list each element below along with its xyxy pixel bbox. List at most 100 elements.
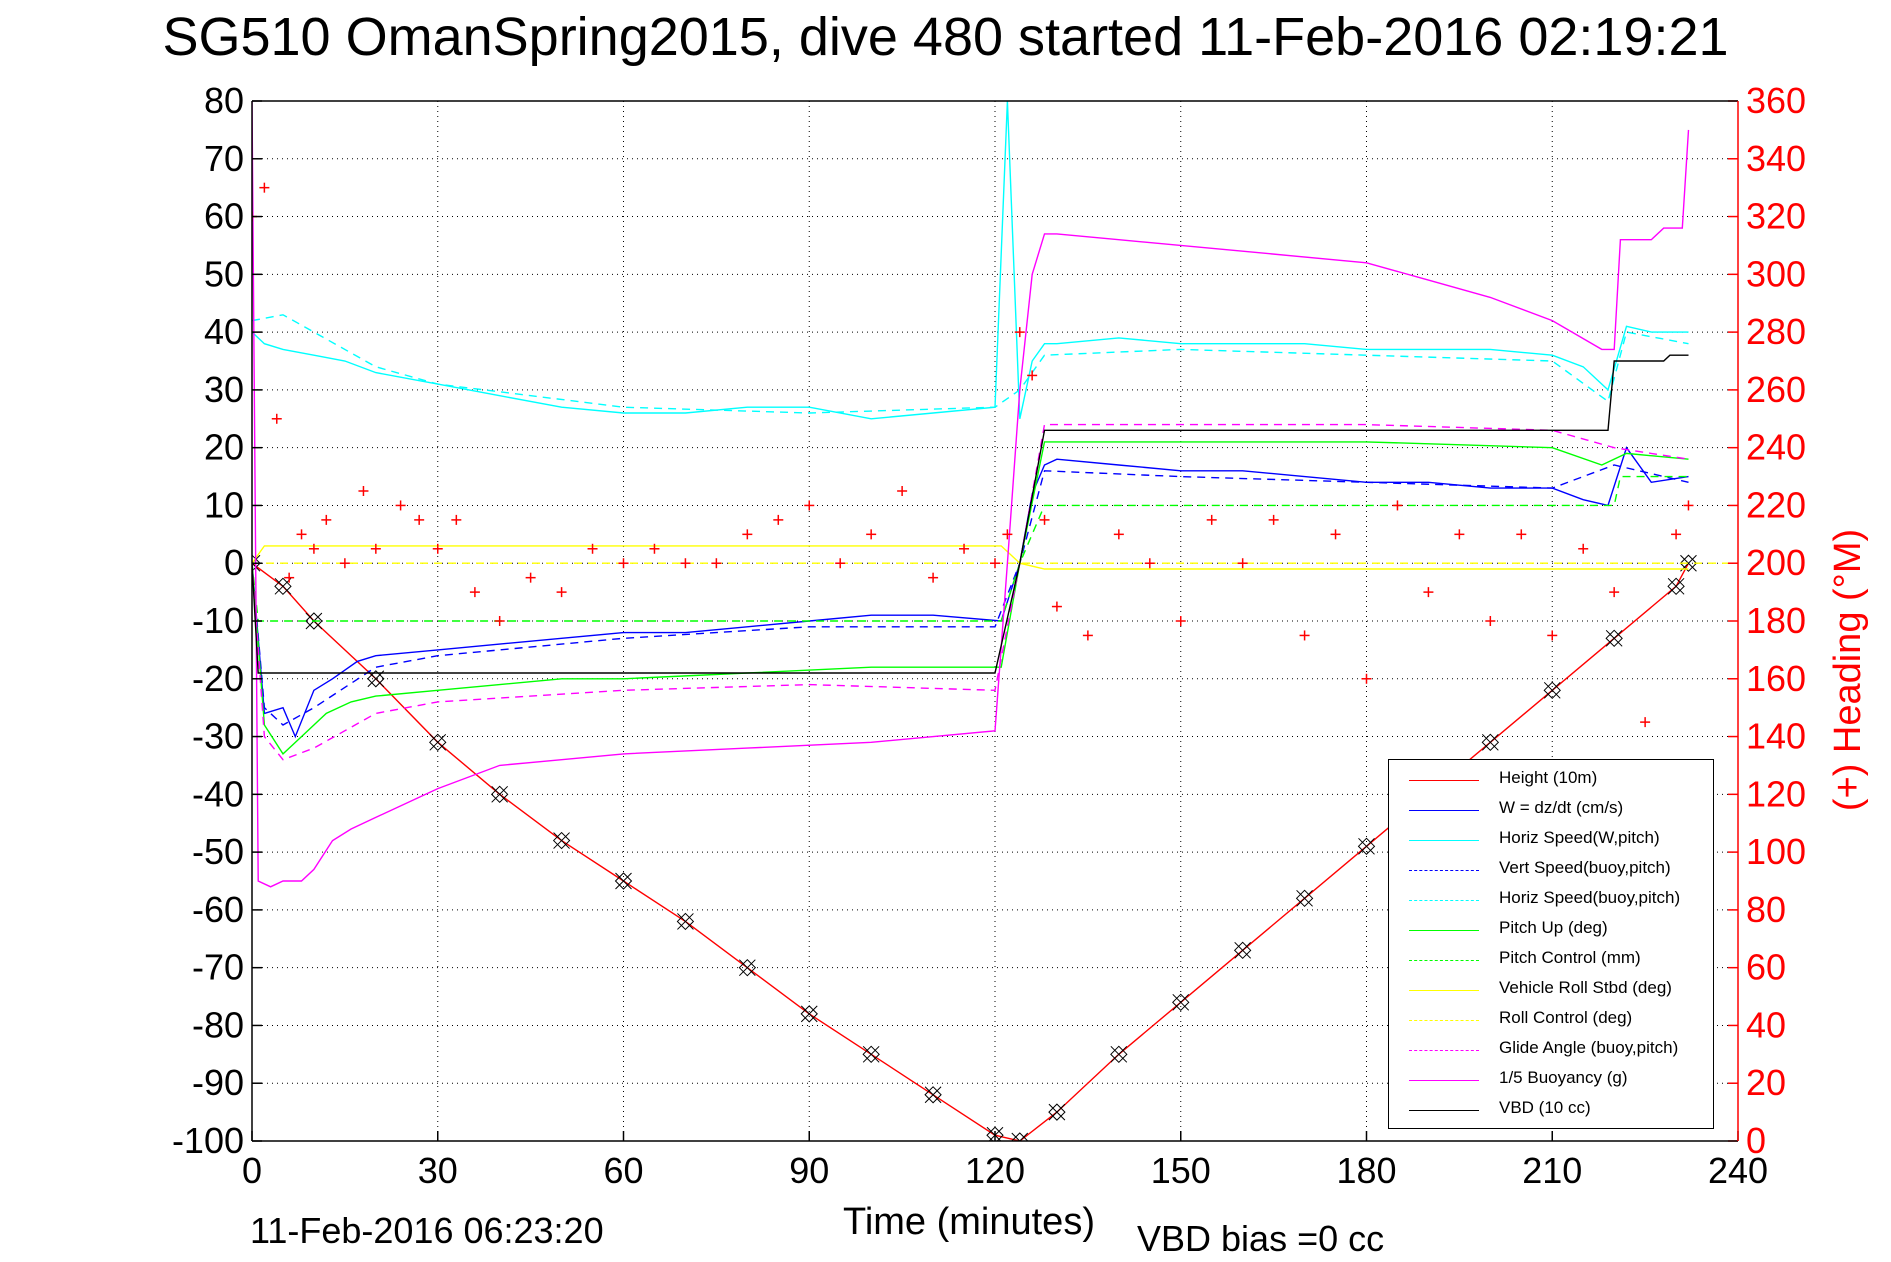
legend-item: Roll Control (deg): [1389, 1006, 1713, 1034]
heading-point: [308, 543, 319, 554]
legend-swatch: [1409, 1050, 1479, 1051]
heading-point: [1609, 587, 1620, 598]
heading-point: [1330, 529, 1341, 540]
y-right-tick-label: 360: [1746, 80, 1806, 121]
series-lines: [252, 101, 1738, 1141]
y-left-tick-label: -20: [192, 658, 244, 699]
y-right-tick-label: 340: [1746, 138, 1806, 179]
legend-item: Pitch Control (mm): [1389, 946, 1713, 974]
heading-point: [395, 500, 406, 511]
y-right-tick-label: 240: [1746, 427, 1806, 468]
legend-label: Vert Speed(buoy,pitch): [1499, 858, 1671, 877]
heading-point: [1051, 601, 1062, 612]
legend-label: Roll Control (deg): [1499, 1008, 1633, 1027]
legend-swatch: [1409, 780, 1479, 781]
y-left-tick-label: 0: [224, 542, 244, 583]
y-right-tick-label: 320: [1746, 196, 1806, 237]
x-tick-label: 180: [1336, 1150, 1396, 1191]
height-marker: [614, 872, 633, 890]
x-tick-label: 120: [965, 1150, 1025, 1191]
y-left-tick-label: 40: [204, 311, 244, 352]
y-right-tick-label: 20: [1746, 1062, 1786, 1103]
legend-item: 1/5 Buoyancy (g): [1389, 1066, 1713, 1094]
heading-point: [1113, 529, 1124, 540]
heading-point: [835, 558, 846, 569]
legend-swatch: [1409, 990, 1479, 991]
heading-point: [469, 587, 480, 598]
y-left-tick-label: 10: [204, 484, 244, 525]
heading-point: [1144, 558, 1155, 569]
heading-point: [1640, 717, 1651, 728]
height-marker: [1357, 837, 1376, 856]
heading-point: [1299, 630, 1310, 641]
legend-swatch: [1409, 810, 1479, 811]
legend-label: Vehicle Roll Stbd (deg): [1499, 978, 1672, 997]
heading-point: [1082, 630, 1093, 641]
legend-label: Pitch Control (mm): [1499, 948, 1641, 967]
height-marker: [1605, 629, 1623, 648]
heading-point: [1002, 529, 1013, 540]
heading-point: [959, 543, 970, 554]
heading-point: [680, 558, 691, 569]
y-left-tick-label: 60: [204, 196, 244, 237]
right-axis-label: (+) Heading (°M): [1827, 529, 1869, 811]
heading-point: [339, 558, 350, 569]
heading-point: [742, 529, 753, 540]
series-line-5: [252, 441, 1689, 755]
heading-point: [358, 486, 369, 496]
y-left-tick-label: -90: [192, 1062, 244, 1103]
legend-item: Glide Angle (buoy,pitch): [1389, 1036, 1713, 1064]
legend-item: Height (10m): [1389, 766, 1713, 794]
legend-swatch: [1409, 840, 1479, 841]
height-marker: [1011, 1132, 1029, 1141]
end-timestamp: 11-Feb-2016 06:23:20: [250, 1210, 604, 1251]
legend-swatch: [1409, 870, 1479, 871]
y-right-tick-label: 120: [1746, 773, 1806, 814]
legend-label: 1/5 Buoyancy (g): [1499, 1068, 1628, 1087]
y-right-tick-label: 260: [1746, 369, 1806, 410]
y-right-tick-label: 60: [1746, 947, 1786, 988]
chart-title: SG510 OmanSpring2015, dive 480 started 1…: [162, 7, 1729, 67]
height-marker: [924, 1086, 942, 1104]
heading-point: [296, 529, 307, 540]
x-tick-label: 240: [1708, 1150, 1768, 1191]
y-left-tick-label: 70: [204, 138, 244, 179]
height-marker: [1295, 889, 1314, 908]
y-right-tick-label: 200: [1746, 542, 1806, 583]
y-left-tick-label: -80: [192, 1004, 244, 1045]
series-line-4: [252, 314, 1689, 414]
height-marker: [1172, 993, 1190, 1012]
heading-point: [928, 572, 939, 583]
y-left-tick-label: -40: [192, 773, 244, 814]
legend: Height (10m) W = dz/dt (cm/s) Horiz Speed(…: [1388, 759, 1714, 1129]
series-group: [252, 101, 1738, 1141]
x-tick-label: 60: [603, 1150, 643, 1191]
y-right-tick-label: 140: [1746, 716, 1806, 757]
legend-label: Height (10m): [1499, 768, 1598, 787]
legend-swatch: [1409, 900, 1479, 901]
y-left-tick-label: -50: [192, 831, 244, 872]
y-right-tick-label: 80: [1746, 889, 1786, 930]
height-marker: [1233, 941, 1252, 960]
y-right-tick-label: 40: [1746, 1004, 1786, 1045]
series-line-11: [252, 354, 1689, 674]
height-marker: [1481, 733, 1500, 752]
y-right-tick-label: 180: [1746, 600, 1806, 641]
height-marker: [274, 577, 292, 596]
legend-label: W = dz/dt (cm/s): [1499, 798, 1624, 817]
legend-item: W = dz/dt (cm/s): [1389, 796, 1713, 824]
x-tick-label: 0: [242, 1150, 262, 1191]
heading-point: [451, 514, 462, 525]
y-left-tick-label: 20: [204, 427, 244, 468]
height-marker: [552, 831, 571, 850]
legend-swatch: [1409, 1080, 1479, 1081]
x-axis-label: Time (minutes): [843, 1201, 1095, 1243]
legend-label: Horiz Speed(buoy,pitch): [1499, 888, 1681, 907]
heading-point: [1516, 529, 1527, 540]
axes: [251, 100, 1739, 1142]
legend-swatch: [1409, 1020, 1479, 1021]
y-right-tick-label: 220: [1746, 484, 1806, 525]
heading-point: [259, 182, 270, 193]
y-left-tick-label: 80: [204, 80, 244, 121]
